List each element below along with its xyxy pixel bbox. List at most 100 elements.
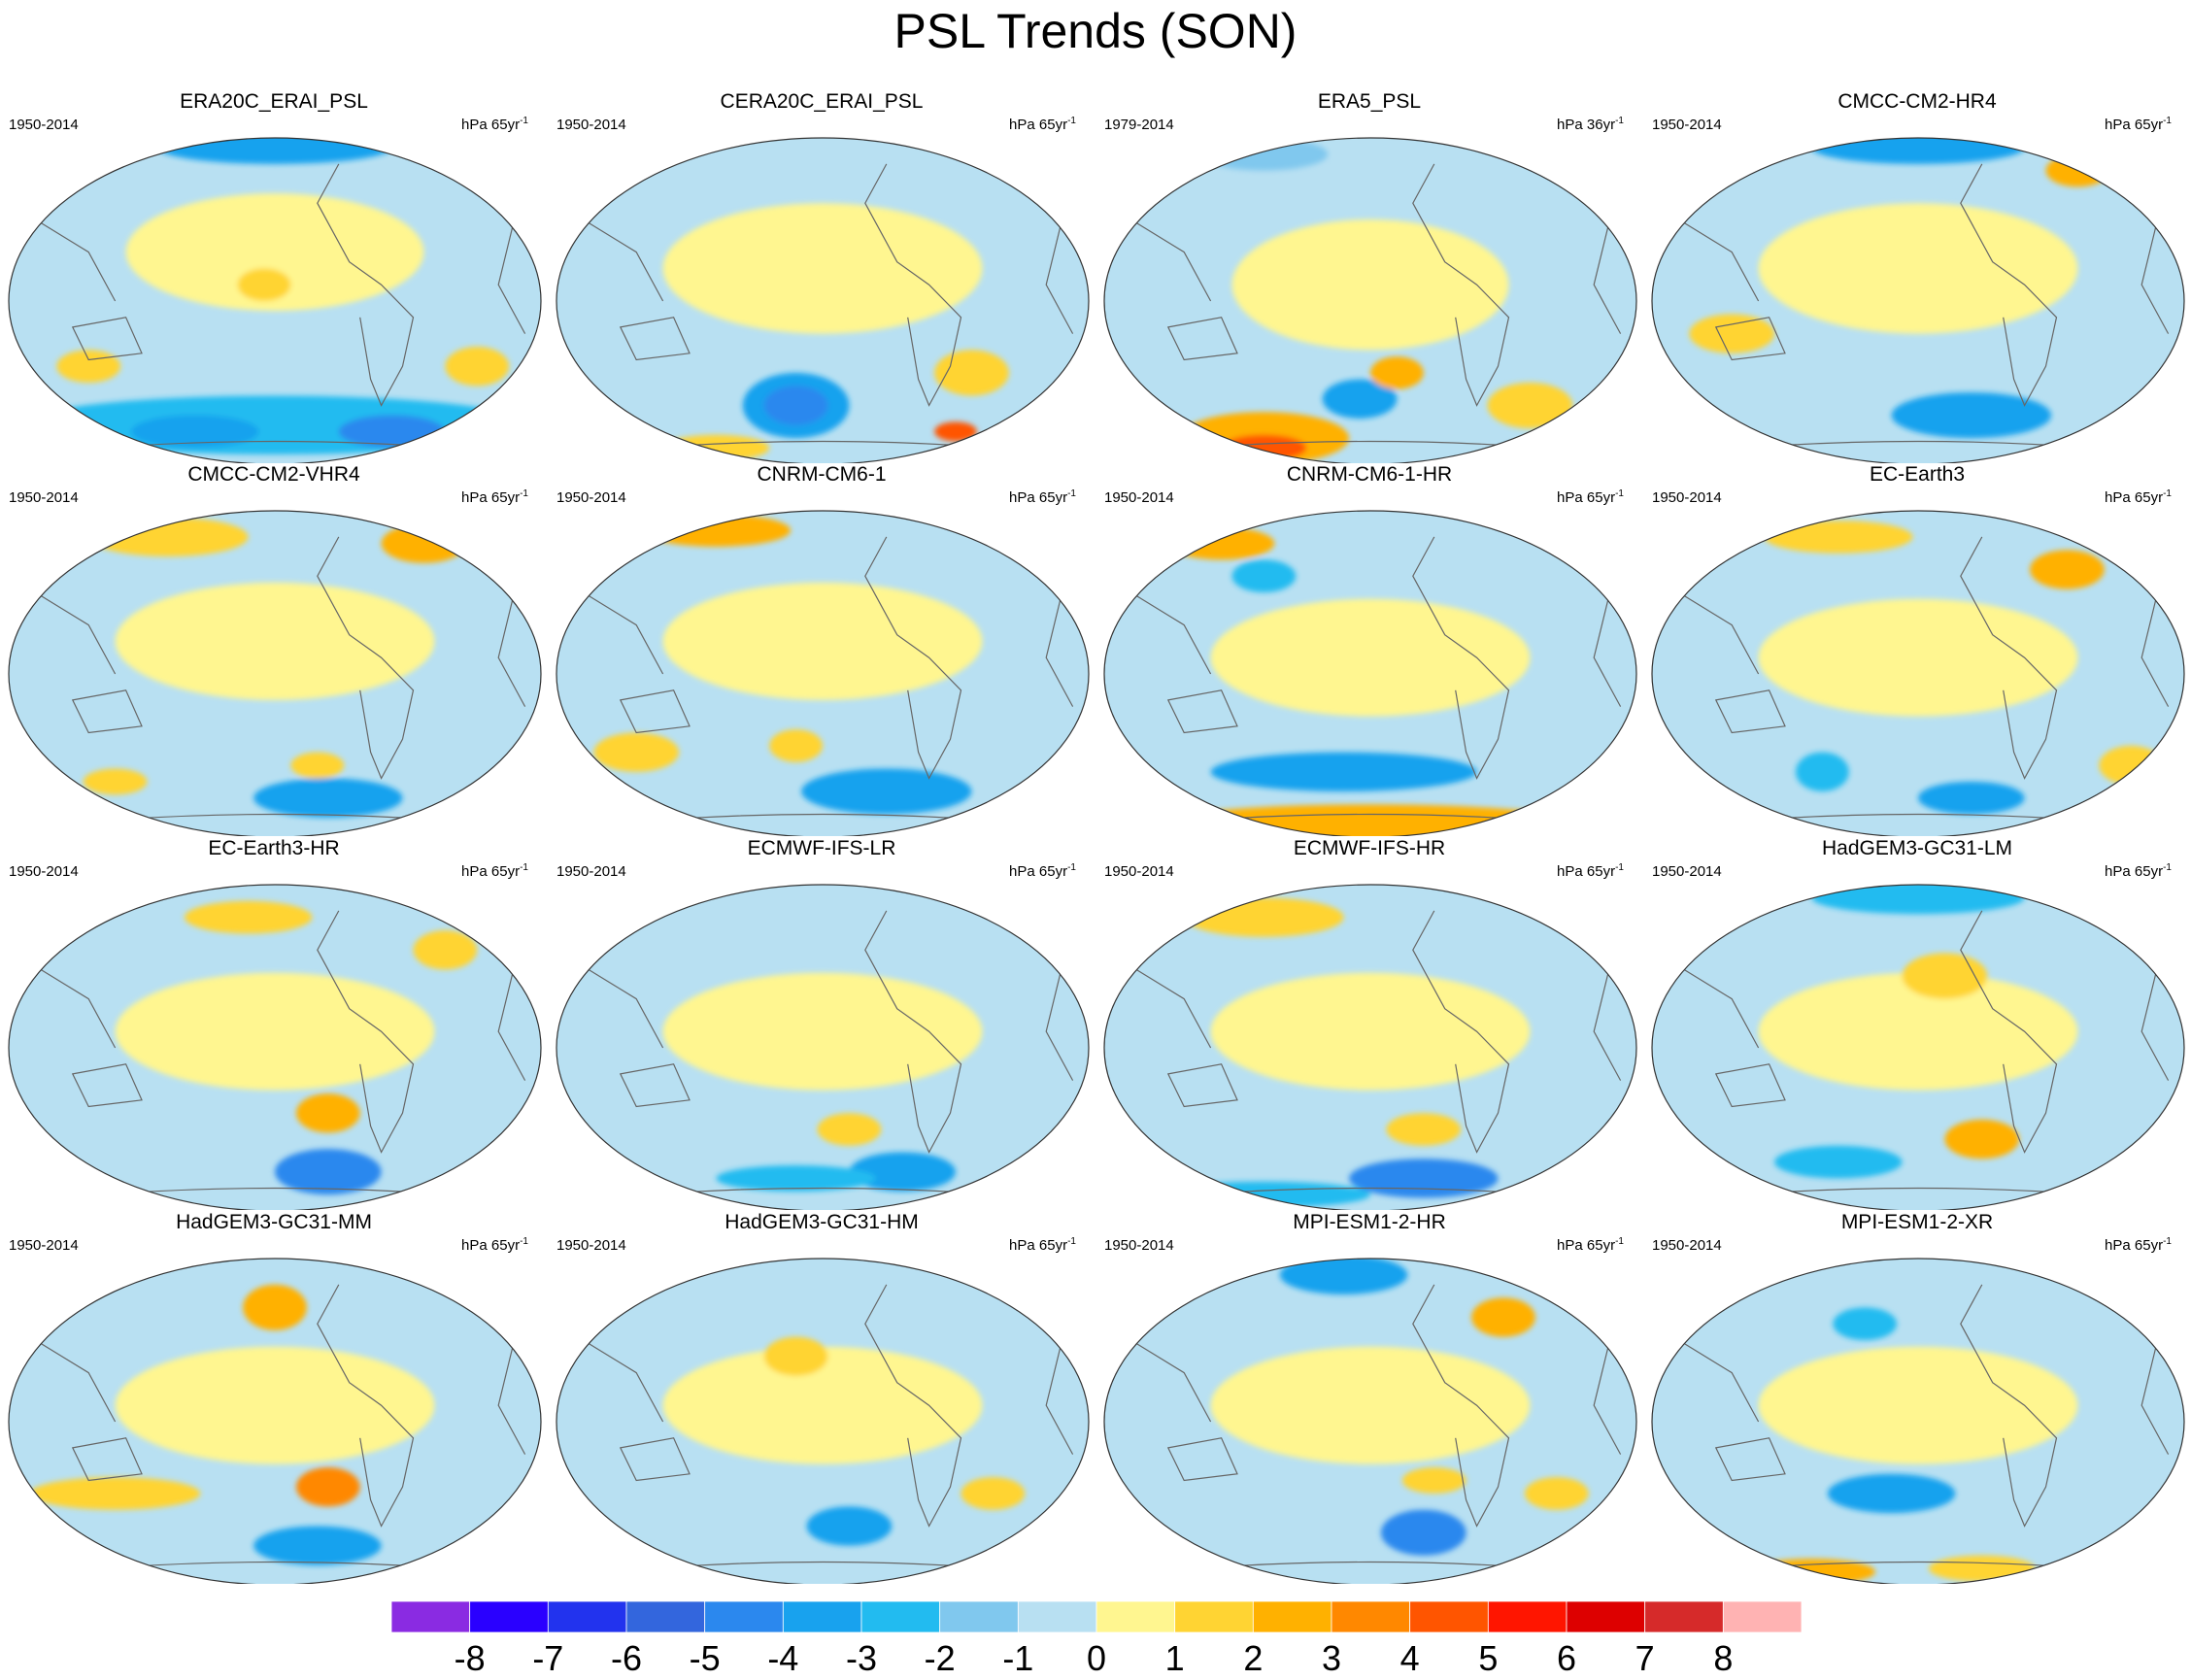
units-exponent: -1 xyxy=(1067,1236,1076,1247)
field-anomaly xyxy=(1764,521,1913,554)
map-panel: EC-Earth3 1950-2014 hPa 65yr-1 xyxy=(1643,462,2191,836)
coastline xyxy=(1678,910,2170,1199)
units-base: hPa 65yr xyxy=(1009,1237,1068,1254)
field-anomaly xyxy=(237,268,291,301)
panel-units: hPa 65yr-1 xyxy=(461,859,528,881)
map-field xyxy=(1651,884,2185,1210)
units-base: hPa 65yr xyxy=(461,1237,521,1254)
panel-period: 1950-2014 xyxy=(1652,863,1722,880)
colorbar-swatch xyxy=(860,1600,941,1633)
colorbar-tick-label: -2 xyxy=(924,1638,956,1678)
colorbar-tick-label: 8 xyxy=(1713,1638,1734,1678)
field-anomaly xyxy=(1891,392,2051,439)
field-anomaly xyxy=(1210,752,1477,791)
field-anomaly xyxy=(641,514,792,547)
map-outline xyxy=(8,1258,542,1584)
units-exponent: -1 xyxy=(2163,1236,2172,1247)
map-panel: ECMWF-IFS-HR 1950-2014 hPa 65yr-1 xyxy=(1096,836,1643,1210)
coastline xyxy=(583,1284,1074,1573)
units-exponent: -1 xyxy=(520,862,528,873)
field-anomaly xyxy=(125,193,424,312)
field-anomaly xyxy=(413,930,478,970)
coastline xyxy=(1130,536,1622,825)
field-anomaly xyxy=(1401,1467,1466,1494)
colorbar-swatch xyxy=(1252,1600,1332,1633)
map-field xyxy=(8,510,542,836)
panel-title: ECMWF-IFS-LR xyxy=(747,837,896,859)
coastline xyxy=(1678,163,2170,453)
field-anomaly xyxy=(1210,598,1531,717)
panel-period: 1950-2014 xyxy=(556,489,626,506)
colorbar-swatch xyxy=(782,1600,862,1633)
panel-title: MPI-ESM1-2-XR xyxy=(1840,1211,1994,1233)
field-anomaly xyxy=(593,732,680,772)
map-outline xyxy=(556,884,1090,1210)
colorbar-tick-label: -3 xyxy=(845,1638,878,1678)
field-anomaly xyxy=(1811,138,2025,164)
field-anomaly xyxy=(184,900,313,934)
colorbar-swatch xyxy=(704,1600,784,1633)
units-exponent: -1 xyxy=(1615,116,1624,126)
field-anomaly xyxy=(275,1149,382,1195)
map-panel: CMCC-CM2-VHR4 1950-2014 hPa 65yr-1 xyxy=(0,462,548,836)
colorbar-tick-label: 7 xyxy=(1635,1638,1655,1678)
field-anomaly xyxy=(1795,752,1849,791)
units-base: hPa 65yr xyxy=(1009,489,1068,506)
colorbar-swatch xyxy=(1644,1600,1724,1633)
units-base: hPa 65yr xyxy=(1557,863,1616,880)
panel-title: CNRM-CM6-1 xyxy=(757,463,887,486)
panel-units: hPa 65yr-1 xyxy=(2105,859,2172,881)
map-field xyxy=(1651,137,2185,463)
map-outline xyxy=(1103,884,1637,1210)
field-anomaly xyxy=(849,1152,956,1192)
field-anomaly xyxy=(1184,897,1344,937)
field-anomaly xyxy=(1386,1113,1462,1146)
field-anomaly xyxy=(56,350,121,384)
panel-units: hPa 36yr-1 xyxy=(1557,113,1624,134)
field-anomaly xyxy=(1322,379,1398,419)
field-anomaly xyxy=(1210,1346,1531,1464)
field-anomaly xyxy=(934,421,977,442)
panel-units: hPa 65yr-1 xyxy=(1009,1233,1076,1255)
map-panel: CNRM-CM6-1 1950-2014 hPa 65yr-1 xyxy=(548,462,1096,836)
units-base: hPa 65yr xyxy=(2105,489,2164,506)
field-anomaly xyxy=(961,1477,1026,1510)
units-exponent: -1 xyxy=(1067,116,1076,126)
map-field xyxy=(556,1258,1090,1584)
units-exponent: -1 xyxy=(2163,488,2172,499)
field-anomaly xyxy=(115,582,435,700)
field-anomaly xyxy=(18,395,531,454)
field-anomaly xyxy=(253,778,403,818)
map-outline xyxy=(1651,884,2185,1210)
panel-period: 1950-2014 xyxy=(556,1237,626,1254)
colorbar-swatch xyxy=(391,1600,471,1633)
colorbar-tick-label: 6 xyxy=(1556,1638,1577,1678)
map-outline xyxy=(1103,510,1637,836)
panel-units: hPa 65yr-1 xyxy=(1557,859,1624,881)
field-anomaly xyxy=(1918,781,2025,815)
map-field xyxy=(556,884,1090,1210)
panel-title: ERA20C_ERAI_PSL xyxy=(180,90,368,113)
panel-title: EC-Earth3-HR xyxy=(208,837,340,859)
map-panel: HadGEM3-GC31-HM 1950-2014 hPa 65yr-1 xyxy=(548,1210,1096,1584)
units-exponent: -1 xyxy=(1615,862,1624,873)
figure-title: PSL Trends (SON) xyxy=(893,4,1298,58)
map-outline xyxy=(556,1258,1090,1584)
panel-period: 1950-2014 xyxy=(1104,863,1174,880)
colorbar-tick-label: -1 xyxy=(1002,1638,1034,1678)
field-anomaly xyxy=(290,752,345,779)
field-anomaly xyxy=(157,138,392,164)
field-anomaly xyxy=(1774,1145,1903,1179)
map-panel: CMCC-CM2-HR4 1950-2014 hPa 65yr-1 xyxy=(1643,89,2191,463)
panel-title: ECMWF-IFS-HR xyxy=(1293,837,1446,859)
panel-period: 1950-2014 xyxy=(1652,1237,1722,1254)
field-anomaly xyxy=(295,1093,360,1133)
map-field xyxy=(556,510,1090,836)
panel-period: 1979-2014 xyxy=(1104,117,1174,133)
panel-title: MPI-ESM1-2-HR xyxy=(1293,1211,1446,1233)
units-exponent: -1 xyxy=(520,488,528,499)
map-outline xyxy=(1103,137,1637,463)
map-outline xyxy=(8,137,542,463)
panel-units: hPa 65yr-1 xyxy=(461,486,528,507)
panel-period: 1950-2014 xyxy=(556,863,626,880)
